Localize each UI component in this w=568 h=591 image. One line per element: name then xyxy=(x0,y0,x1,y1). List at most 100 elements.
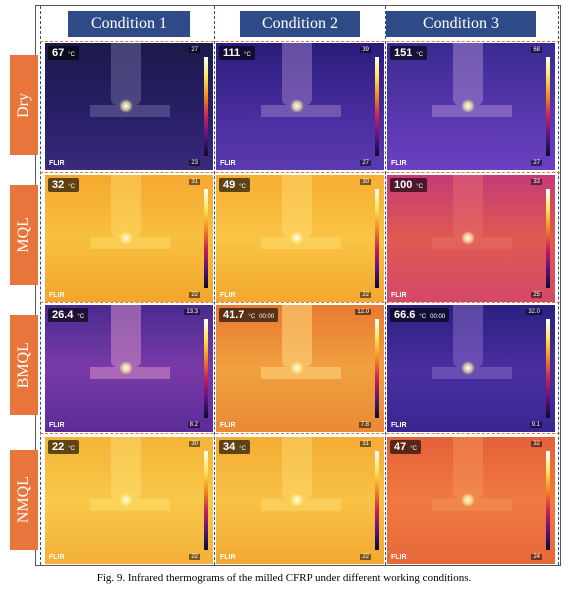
hot-spot xyxy=(119,231,133,245)
scale-max: 39 xyxy=(360,47,371,53)
divider xyxy=(40,302,560,303)
divider xyxy=(385,6,386,565)
temperature-unit: °C xyxy=(239,184,246,190)
timer: 00:00 xyxy=(430,314,446,320)
temperature-box: 26.4 °C xyxy=(48,308,89,322)
scale-max: 27 xyxy=(189,47,200,53)
scale-min: 27 xyxy=(360,160,371,166)
color-scale xyxy=(204,57,208,156)
thermogram: 32 °C 31 22 FLIR xyxy=(45,175,213,302)
temperature-box: 49 °C xyxy=(219,178,250,192)
scale-max: 68 xyxy=(531,47,542,53)
hot-spot xyxy=(290,231,304,245)
color-scale xyxy=(375,451,379,550)
color-scale xyxy=(546,57,550,156)
divider xyxy=(214,6,215,565)
color-scale xyxy=(375,57,379,156)
color-scale xyxy=(375,189,379,288)
scale-min: 22 xyxy=(189,292,200,298)
column-header: Condition 1 xyxy=(68,11,190,37)
temperature-box: 47 °C xyxy=(390,440,421,454)
scale-max: 31 xyxy=(189,179,200,185)
temperature-reading: 34 xyxy=(223,441,236,453)
hot-spot xyxy=(119,99,133,113)
temperature-reading: 67 xyxy=(52,47,65,59)
scale-min: 7.8 xyxy=(358,422,371,428)
scale-max: 32 xyxy=(531,441,542,447)
flir-logo: FLIR xyxy=(220,292,236,299)
thermogram: 66.6 °C 00:00 32.0 9.1 FLIR xyxy=(387,305,555,432)
flir-logo: FLIR xyxy=(220,554,236,561)
color-scale xyxy=(546,189,550,288)
temperature-box: 100 °C xyxy=(390,178,428,192)
spindle xyxy=(453,437,483,499)
spindle xyxy=(453,305,483,367)
scale-min: 22 xyxy=(360,554,371,560)
hot-spot xyxy=(461,99,475,113)
flir-logo: FLIR xyxy=(391,160,407,167)
scale-min: 22 xyxy=(189,554,200,560)
temperature-reading: 22 xyxy=(52,441,65,453)
temperature-reading: 32 xyxy=(52,179,65,191)
flir-logo: FLIR xyxy=(391,292,407,299)
flir-logo: FLIR xyxy=(220,160,236,167)
row-label: NMQL xyxy=(15,476,32,524)
hot-spot xyxy=(461,231,475,245)
scale-min: 22 xyxy=(360,292,371,298)
spindle xyxy=(453,175,483,237)
spindle xyxy=(282,437,312,499)
flir-logo: FLIR xyxy=(49,160,65,167)
flir-logo: FLIR xyxy=(391,554,407,561)
flir-logo: FLIR xyxy=(220,422,236,429)
temperature-box: 32 °C xyxy=(48,178,79,192)
hot-spot xyxy=(290,99,304,113)
temperature-reading: 26.4 xyxy=(52,309,74,321)
thermogram: 67 °C 27 23 FLIR xyxy=(45,43,213,170)
temperature-reading: 49 xyxy=(223,179,236,191)
scale-min: 25 xyxy=(531,292,542,298)
temperature-reading: 66.6 xyxy=(394,309,416,321)
thermogram: 22 °C 30 22 FLIR xyxy=(45,437,213,564)
spindle xyxy=(111,43,141,105)
temperature-unit: °C xyxy=(416,184,424,190)
hot-spot xyxy=(290,493,304,507)
temperature-box: 41.7 °C 00:00 xyxy=(219,308,279,322)
divider xyxy=(558,6,559,565)
scale-min: 27 xyxy=(531,160,542,166)
scale-max: 31 xyxy=(360,441,371,447)
row-label: Dry xyxy=(15,92,32,118)
thermogram: 34 °C 31 22 FLIR xyxy=(216,437,384,564)
hot-spot xyxy=(461,493,475,507)
temperature-unit: °C xyxy=(419,314,427,320)
scale-max: 13.3 xyxy=(184,309,200,315)
scale-max: 32.0 xyxy=(526,309,542,315)
row-header: Dry xyxy=(10,55,38,155)
temperature-unit: °C xyxy=(68,52,75,58)
spindle xyxy=(111,175,141,237)
thermogram: 47 °C 32 24 FLIR xyxy=(387,437,555,564)
scale-max: 30 xyxy=(189,441,200,447)
hot-spot xyxy=(119,493,133,507)
thermogram: 151 °C 68 27 FLIR xyxy=(387,43,555,170)
temperature-reading: 100 xyxy=(394,179,413,191)
temperature-reading: 41.7 xyxy=(223,309,245,321)
temperature-box: 67 °C xyxy=(48,46,79,60)
temperature-box: 151 °C xyxy=(390,46,428,60)
temperature-box: 22 °C xyxy=(48,440,79,454)
temperature-unit: °C xyxy=(68,446,75,452)
temperature-unit: °C xyxy=(239,446,246,452)
scale-min: 8.2 xyxy=(187,422,200,428)
color-scale xyxy=(546,451,550,550)
color-scale xyxy=(546,319,550,418)
spindle xyxy=(282,43,312,105)
thermogram: 49 °C 30 22 FLIR xyxy=(216,175,384,302)
color-scale xyxy=(204,189,208,288)
spindle xyxy=(111,437,141,499)
row-label: MQL xyxy=(15,217,32,253)
color-scale xyxy=(204,451,208,550)
hot-spot xyxy=(119,361,133,375)
color-scale xyxy=(375,319,379,418)
temperature-unit: °C xyxy=(410,446,417,452)
frame xyxy=(35,5,561,566)
